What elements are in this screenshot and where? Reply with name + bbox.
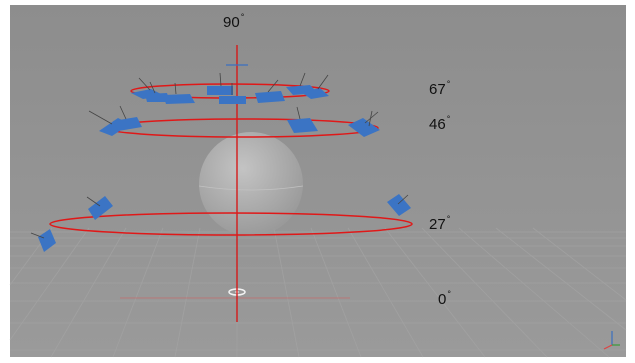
- degree-symbol: °: [446, 79, 451, 89]
- angle-label-67: 67°: [429, 79, 451, 98]
- degree-symbol: °: [446, 214, 451, 224]
- panels-ring-27: [30, 194, 411, 252]
- degree-symbol: °: [447, 289, 451, 299]
- solar-panel[interactable]: [113, 105, 142, 131]
- solar-panel[interactable]: [348, 110, 380, 137]
- solar-panel[interactable]: [86, 196, 113, 220]
- viewport-background: [10, 5, 626, 357]
- solar-panel[interactable]: [207, 72, 233, 95]
- angle-label-46: 46°: [429, 114, 451, 133]
- axis-gizmo-icon: [603, 331, 620, 350]
- ring-27[interactable]: [49, 212, 413, 236]
- solar-panel[interactable]: [255, 79, 285, 103]
- angle-value: 0: [438, 291, 447, 308]
- degree-symbol: °: [240, 12, 245, 22]
- panels-ring-67: [131, 72, 329, 104]
- solar-panel[interactable]: [301, 74, 329, 99]
- solar-panel[interactable]: [30, 229, 56, 252]
- angle-label-90: 90°: [223, 12, 245, 31]
- angle-label-27: 27°: [429, 214, 451, 233]
- solar-panel[interactable]: [287, 106, 318, 133]
- angle-value: 67: [429, 81, 446, 98]
- solar-panel[interactable]: [163, 82, 195, 104]
- solar-panel[interactable]: [219, 83, 246, 104]
- angle-value: 27: [429, 216, 446, 233]
- solar-panel[interactable]: [387, 194, 411, 216]
- center-sphere[interactable]: [199, 132, 303, 236]
- angle-label-0: 0°: [438, 289, 451, 308]
- degree-symbol: °: [446, 114, 451, 124]
- panels-ring-46: [88, 105, 380, 137]
- angle-value: 90: [223, 14, 240, 31]
- angle-value: 46: [429, 116, 446, 133]
